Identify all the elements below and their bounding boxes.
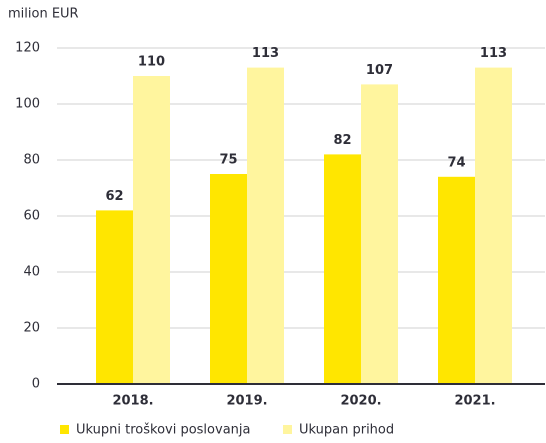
value-label: 110 <box>138 55 165 70</box>
y-tick-label: 120 <box>15 41 40 56</box>
value-label: 74 <box>447 155 465 170</box>
bar <box>438 176 475 384</box>
bar <box>247 67 284 384</box>
x-tick-label: 2020. <box>340 394 381 409</box>
legend-swatch <box>283 425 292 434</box>
y-tick-label: 40 <box>23 265 40 280</box>
y-axis-label: milion EUR <box>8 7 79 22</box>
value-label: 62 <box>105 189 123 204</box>
y-tick-label: 20 <box>23 321 40 336</box>
value-label: 107 <box>366 63 393 78</box>
x-tick-label: 2021. <box>454 394 495 409</box>
legend-label: Ukupan prihod <box>299 423 394 438</box>
value-label: 113 <box>252 46 279 61</box>
bar <box>361 84 398 385</box>
bar <box>133 76 170 384</box>
x-tick-label: 2018. <box>112 394 153 409</box>
bar <box>210 174 247 384</box>
value-label: 75 <box>219 153 237 168</box>
bar <box>324 154 361 384</box>
legend-swatch <box>60 425 69 434</box>
legend-label: Ukupni troškovi poslovanja <box>76 423 250 438</box>
value-label: 82 <box>333 133 351 148</box>
y-tick-label: 80 <box>23 153 40 168</box>
x-tick-label: 2019. <box>226 394 267 409</box>
bar <box>475 67 512 384</box>
y-tick-label: 0 <box>32 377 40 392</box>
bar <box>96 210 133 384</box>
y-tick-label: 100 <box>15 97 40 112</box>
y-tick-label: 60 <box>23 209 40 224</box>
value-label: 113 <box>480 46 507 61</box>
